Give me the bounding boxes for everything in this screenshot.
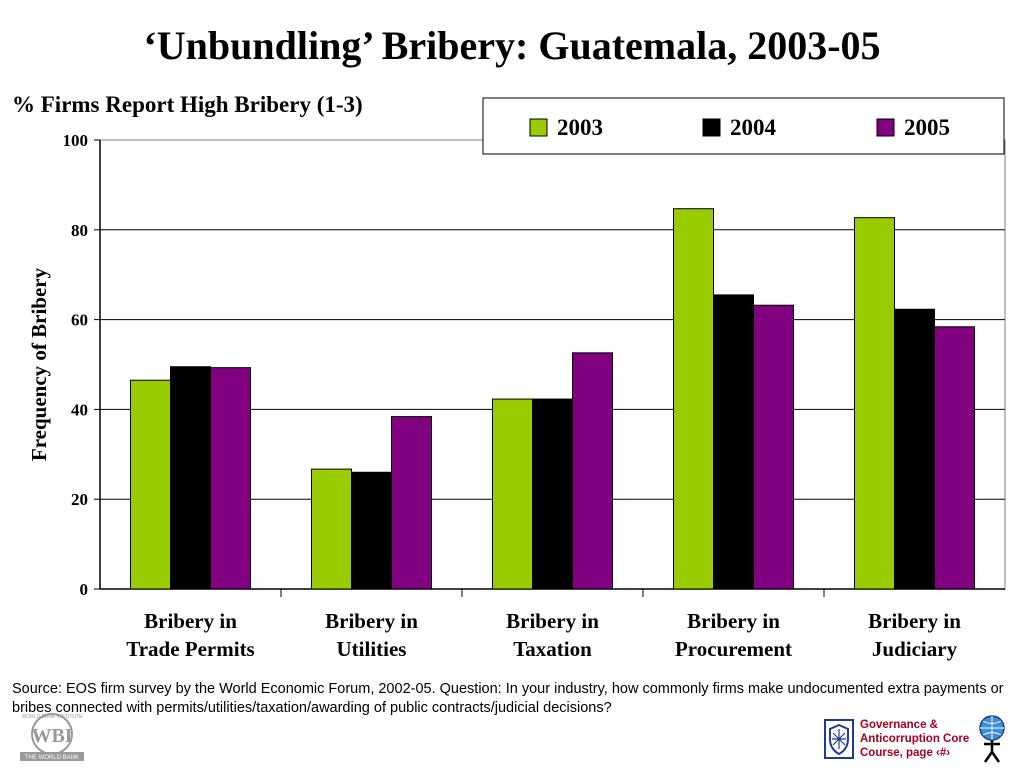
bar-2005	[210, 367, 251, 590]
bar-2005	[572, 352, 613, 590]
shield-icon	[824, 719, 854, 759]
x-tick-label: Judiciary	[872, 637, 958, 661]
x-tick-label: Bribery in	[868, 609, 961, 633]
bar-2004	[351, 471, 392, 590]
bar-2005	[391, 416, 432, 590]
bar-2003	[492, 398, 533, 590]
y-tick-label: 80	[71, 221, 88, 240]
world-bank-institute-logo: WORLD BANK INSTITUTE WBI THE WORLD BANK	[20, 713, 84, 761]
x-tick-label: Bribery in	[687, 609, 780, 633]
bar-2005	[934, 326, 975, 590]
legend-swatch-2004	[702, 118, 721, 137]
bar-2004	[894, 308, 935, 590]
svg-text:WBI: WBI	[31, 725, 72, 747]
bar-2004	[170, 366, 211, 590]
x-tick-label: Utilities	[337, 637, 407, 661]
bar-chart: 0 20 40 60 80 100 Frequency of Bribery Bribery …	[27, 97, 1006, 661]
y-tick-label: 60	[71, 311, 88, 330]
svg-text:WORLD BANK INSTITUTE: WORLD BANK INSTITUTE	[22, 714, 84, 720]
legend-label-2003: 2003	[557, 115, 603, 140]
x-tick-label: Bribery in	[506, 609, 599, 633]
bar-2003	[130, 379, 171, 590]
y-tick-label: 0	[80, 580, 89, 599]
svg-text:THE WORLD BANK: THE WORLD BANK	[25, 755, 79, 761]
course-line: Course, page ‹#›	[860, 747, 951, 759]
bar-2003	[854, 217, 895, 590]
x-tick-label: Procurement	[675, 637, 792, 661]
bar-2004	[532, 398, 573, 590]
course-line: Anticorruption Core	[860, 733, 970, 745]
bar-2005	[753, 304, 794, 590]
y-tick-label: 20	[71, 490, 88, 509]
bar-2004	[713, 294, 754, 590]
x-tick-label: Bribery in	[144, 609, 237, 633]
legend-label-2004: 2004	[730, 115, 777, 140]
bar-2003	[311, 468, 352, 590]
globe-person-icon	[979, 715, 1005, 763]
x-tick-label: Bribery in	[325, 609, 418, 633]
source-note: Source: EOS firm survey by the World Eco…	[12, 681, 1004, 716]
chart-title: ‘Unbundling’ Bribery: Guatemala, 2003-05	[143, 23, 881, 68]
x-tick-label: Taxation	[513, 637, 592, 661]
course-line: Governance &	[860, 719, 938, 731]
course-label: Governance & Anticorruption Core Course,…	[860, 718, 969, 760]
legend-label-2005: 2005	[904, 115, 950, 140]
course-badge: Governance & Anticorruption Core Course,…	[824, 718, 969, 760]
y-tick-label: 40	[71, 400, 88, 419]
chart-subtitle: % Firms Report High Bribery (1-3)	[12, 92, 363, 117]
legend-swatch-2003	[529, 118, 548, 137]
y-axis-title: Frequency of Bribery	[27, 267, 51, 461]
bar-2003	[673, 208, 714, 590]
x-tick-label: Trade Permits	[126, 637, 254, 661]
legend-swatch-2005	[876, 118, 895, 137]
legend-box	[482, 97, 1005, 155]
y-tick-label: 100	[63, 131, 89, 150]
